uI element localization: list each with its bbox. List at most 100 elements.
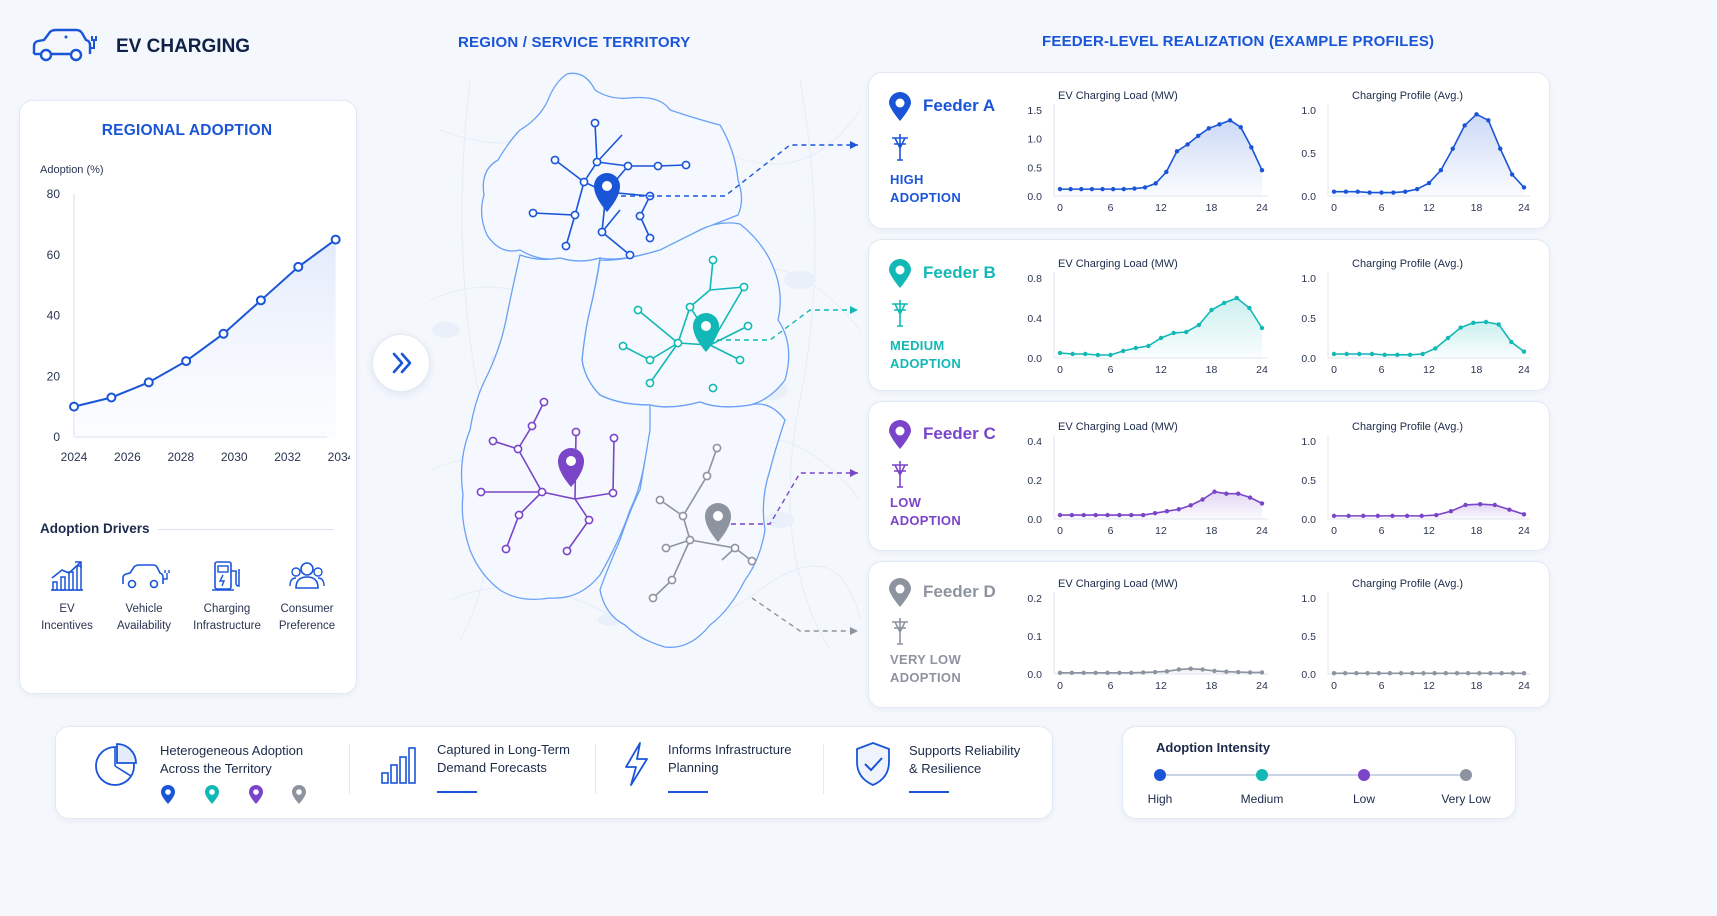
d-load-ytick: 0.2 — [1027, 593, 1042, 605]
b-profile-point — [1458, 325, 1463, 330]
c-load-point — [1212, 489, 1217, 494]
b-profile-point — [1382, 352, 1387, 357]
feeder-b-pole-icon — [892, 300, 908, 327]
a-load-point — [1132, 186, 1137, 191]
d-load-point — [1236, 669, 1241, 675]
double-chevron-right-icon — [392, 352, 412, 374]
c-load-xtick: 18 — [1206, 525, 1218, 537]
footer-underline-2 — [437, 791, 477, 793]
d-profile-point — [1387, 671, 1393, 676]
d-load-point — [1176, 667, 1182, 672]
b-load-ytick: 0.8 — [1027, 273, 1042, 285]
map-pin-b-icon — [693, 313, 719, 352]
b-load-point — [1234, 295, 1239, 301]
b-load-point — [1171, 330, 1176, 336]
regional-point — [181, 356, 192, 367]
bar-chart-icon — [381, 747, 416, 784]
a-load-point — [1227, 118, 1233, 123]
a-load-point — [1249, 145, 1254, 150]
b-load-ytick: 0.4 — [1027, 313, 1042, 325]
a-profile-xtick: 24 — [1518, 202, 1530, 214]
c-load-point — [1129, 512, 1134, 518]
feeder-d-name: Feeder D — [923, 582, 996, 601]
c-profile-point — [1331, 513, 1337, 519]
c-load-point — [1105, 512, 1110, 518]
c-load-xtick: 12 — [1155, 525, 1167, 537]
a-load-point — [1110, 186, 1116, 192]
a-load-point — [1100, 186, 1105, 192]
a-load-point — [1068, 186, 1073, 192]
feeder-a-profile-chart: Charging Profile (Avg.) 0.0 0.5 1.0 0 6 12 18 24 — [1301, 90, 1530, 214]
b-profile-point — [1445, 335, 1451, 341]
a-profile-title: Charging Profile (Avg.) — [1352, 90, 1463, 102]
c-profile-point — [1404, 513, 1410, 519]
c-profile-line — [1334, 503, 1525, 517]
a-profile-point — [1343, 189, 1349, 194]
b-profile-point — [1407, 352, 1413, 357]
c-load-ytick: 0.2 — [1027, 475, 1042, 487]
b-profile-point — [1344, 351, 1349, 357]
b-load-title: EV Charging Load (MW) — [1058, 258, 1178, 270]
a-profile-point — [1331, 189, 1337, 194]
regional-ytick-label: 80 — [47, 187, 61, 201]
feeder-d-pole-icon — [892, 618, 908, 645]
a-load-xtick: 18 — [1206, 202, 1218, 214]
b-profile-point — [1483, 319, 1489, 325]
c-profile-title: Charging Profile (Avg.) — [1352, 421, 1463, 433]
a-profile-point — [1486, 118, 1491, 123]
c-profile-xtick: 6 — [1379, 525, 1385, 537]
a-profile-point — [1521, 185, 1527, 190]
d-profile-xtick: 12 — [1423, 680, 1435, 692]
b-profile-point — [1420, 351, 1425, 357]
c-profile-point — [1463, 502, 1468, 508]
b-profile-ytick: 0.0 — [1301, 353, 1316, 365]
b-load-point — [1196, 322, 1202, 328]
c-profile-point — [1492, 502, 1497, 508]
c-load-point — [1224, 491, 1229, 496]
a-load-xtick: 0 — [1057, 202, 1063, 214]
b-load-point — [1083, 351, 1088, 357]
d-load-point — [1129, 670, 1134, 676]
b-load-point — [1184, 329, 1189, 335]
regional-adoption-chart: 0 20 40 60 80 2024 2026 2028 2030 2032 2034 — [47, 187, 350, 464]
car-plug-logo-icon — [32, 28, 97, 62]
b-profile-point — [1357, 351, 1362, 357]
a-profile-point — [1474, 112, 1479, 117]
b-profile-xtick: 12 — [1423, 364, 1435, 376]
a-load-point — [1089, 186, 1095, 192]
a-profile-point — [1367, 190, 1372, 195]
d-profile-point — [1410, 671, 1415, 676]
d-load-xtick: 18 — [1206, 680, 1218, 692]
c-load-xtick: 24 — [1256, 525, 1268, 537]
regional-point — [69, 401, 79, 412]
legend-label-very-low: Very Low — [1441, 792, 1491, 806]
feeder-c-pole-icon — [892, 461, 908, 488]
d-profile-point — [1521, 671, 1527, 676]
feeder-a-adoption: HIGH ADOPTION — [890, 172, 962, 205]
feeder-b-adoption: MEDIUM ADOPTION — [890, 338, 962, 371]
footer-divider-3 — [823, 744, 824, 794]
b-load-point — [1146, 343, 1151, 349]
c-profile-xtick: 24 — [1518, 525, 1530, 537]
d-load-point — [1140, 670, 1146, 675]
a-profile-xtick: 12 — [1423, 202, 1435, 214]
c-profile-ytick: 1.0 — [1301, 436, 1316, 448]
a-load-point — [1174, 149, 1180, 154]
footer-divider-2 — [595, 744, 596, 794]
b-load-point — [1133, 345, 1138, 351]
d-profile-point — [1465, 671, 1471, 676]
b-load-point — [1221, 300, 1227, 306]
a-profile-point — [1403, 189, 1408, 194]
c-profile-point — [1521, 512, 1527, 517]
d-profile-point — [1488, 671, 1493, 676]
d-profile-point — [1376, 671, 1381, 676]
expand-arrow-button[interactable] — [372, 334, 430, 392]
a-load-point — [1121, 186, 1126, 192]
regional-xtick-label: 2032 — [274, 450, 301, 464]
a-load-ytick: 0.0 — [1027, 191, 1042, 203]
a-profile-xtick: 6 — [1379, 202, 1385, 214]
c-profile-point — [1448, 509, 1454, 514]
c-load-point — [1259, 501, 1265, 506]
regional-point — [293, 261, 304, 272]
b-load-point — [1209, 307, 1214, 313]
